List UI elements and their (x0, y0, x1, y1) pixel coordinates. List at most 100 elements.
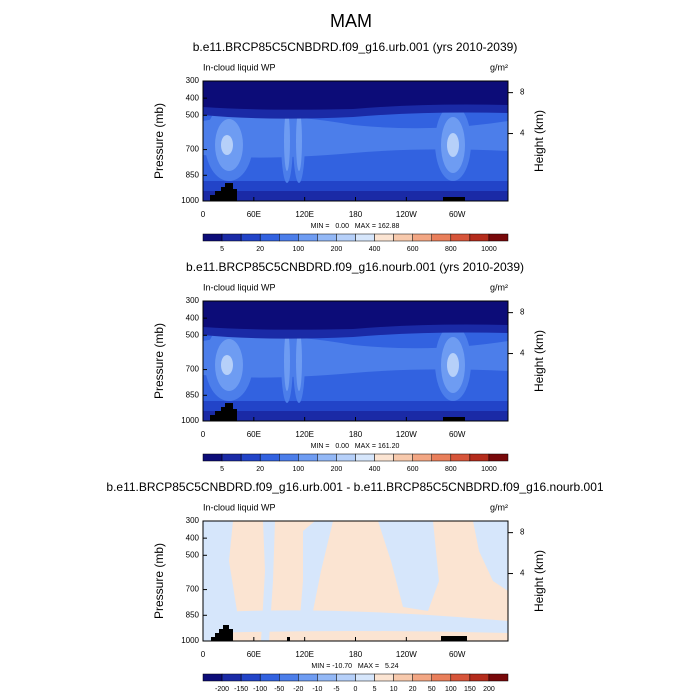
panel-title: b.e11.BRCP85C5CNBDRD.f09_g16.nourb.001 (… (186, 260, 524, 274)
contour-fill (221, 135, 233, 155)
y-tick-label: 850 (186, 610, 200, 619)
topography (443, 417, 465, 421)
topography (210, 403, 237, 421)
colorbar-box (431, 673, 452, 682)
colorbar-label: 200 (483, 686, 495, 693)
contour-fill (203, 191, 508, 201)
y-tick-label: 300 (186, 516, 200, 525)
x-tick-label: 60W (449, 430, 466, 439)
colorbar-box (259, 233, 280, 242)
contour-fill (378, 521, 439, 611)
contour-fill (203, 115, 508, 158)
y-tick-label: 1000 (181, 196, 199, 205)
colorbar-box (431, 453, 452, 462)
colorbar-label: -200 (215, 686, 229, 693)
colorbar-box (279, 233, 299, 242)
contour-fill (203, 521, 237, 641)
contour-fill (296, 111, 302, 171)
y-tick-label: 700 (186, 145, 200, 154)
colorbar-box (412, 673, 432, 682)
colorbar-label: 5 (220, 246, 224, 253)
colorbar-label: 0 (354, 686, 358, 693)
colorbar-box (469, 453, 490, 462)
y-tick-label: 300 (186, 76, 200, 85)
colorbar-box (450, 673, 471, 682)
y-tick-label: 500 (186, 110, 200, 119)
colorbar-box (488, 673, 509, 682)
colorbar-box (412, 453, 432, 462)
colorbar-label: -20 (293, 686, 303, 693)
contour-fill (203, 335, 508, 378)
colorbar-box (240, 673, 261, 682)
x-tick-label: 120W (396, 430, 417, 439)
figure-title: MAM (330, 11, 372, 31)
colorbar-label: 200 (331, 466, 343, 473)
x-tick-label: 120W (396, 650, 417, 659)
colorbar-label: 20 (256, 246, 264, 253)
variable-label: In-cloud liquid WP (203, 62, 276, 72)
x-tick-label: 60E (247, 650, 261, 659)
y-tick-label: 850 (186, 390, 200, 399)
colorbar-box (240, 233, 261, 242)
contour-fill (203, 401, 508, 413)
variable-label: In-cloud liquid WP (203, 282, 276, 292)
contour-fill (203, 81, 508, 110)
contour-field (203, 521, 508, 641)
topography (443, 197, 465, 201)
y-tick-label: 700 (186, 585, 200, 594)
colorbar-label: -10 (312, 686, 322, 693)
y-tick-label: 400 (186, 533, 200, 542)
colorbar-box (431, 233, 452, 242)
colorbar-box (393, 673, 413, 682)
colorbar-box (298, 233, 318, 242)
contour-fill (299, 521, 333, 629)
contour-fill (203, 301, 508, 330)
colorbar-label: 400 (369, 246, 381, 253)
colorbar-label: 200 (331, 246, 343, 253)
colorbar-box (202, 233, 223, 242)
contour-fill (203, 610, 508, 633)
y-tick-label: 500 (186, 330, 200, 339)
colorbar-box (355, 233, 375, 242)
colorbar-label: 600 (407, 246, 419, 253)
field-layer (203, 301, 508, 421)
colorbar-box (221, 233, 242, 242)
topography (211, 625, 233, 641)
colorbar-label: 1000 (481, 466, 497, 473)
y2-tick-label: 8 (520, 528, 525, 537)
colorbar-box (355, 673, 375, 682)
contour-fill (473, 521, 508, 591)
x-tick-label: 180 (349, 650, 363, 659)
colorbar-label: 5 (220, 466, 224, 473)
colorbar-label: 50 (428, 686, 436, 693)
x-tick-label: 180 (349, 430, 363, 439)
x-tick-label: 120W (396, 210, 417, 219)
colorbar-box (355, 453, 375, 462)
colorbar-label: 400 (369, 466, 381, 473)
colorbar-box (317, 673, 337, 682)
y2-tick-label: 8 (520, 308, 525, 317)
contour-field (203, 81, 508, 201)
colorbar-label: 150 (464, 686, 476, 693)
colorbar-box (259, 673, 280, 682)
contour-fill (284, 331, 290, 391)
colorbar-box (202, 453, 223, 462)
colorbar-label: 5 (373, 686, 377, 693)
colorbar-box (317, 453, 337, 462)
colorbar-box (259, 453, 280, 462)
y2-axis-title: Height (km) (532, 550, 546, 612)
y2-axis-title: Height (km) (532, 330, 546, 392)
units-label: g/m² (490, 282, 508, 292)
colorbar-label: 100 (292, 246, 304, 253)
colorbar-box (393, 453, 413, 462)
y2-axis-title: Height (km) (532, 110, 546, 172)
colorbar-label: -150 (234, 686, 248, 693)
contour-fill (447, 133, 459, 157)
y2-tick-label: 4 (520, 349, 525, 358)
colorbar-box (298, 673, 318, 682)
contour-fill (447, 353, 459, 377)
colorbar-box (469, 673, 490, 682)
x-tick-label: 60E (247, 210, 261, 219)
contour-fill (221, 355, 233, 375)
